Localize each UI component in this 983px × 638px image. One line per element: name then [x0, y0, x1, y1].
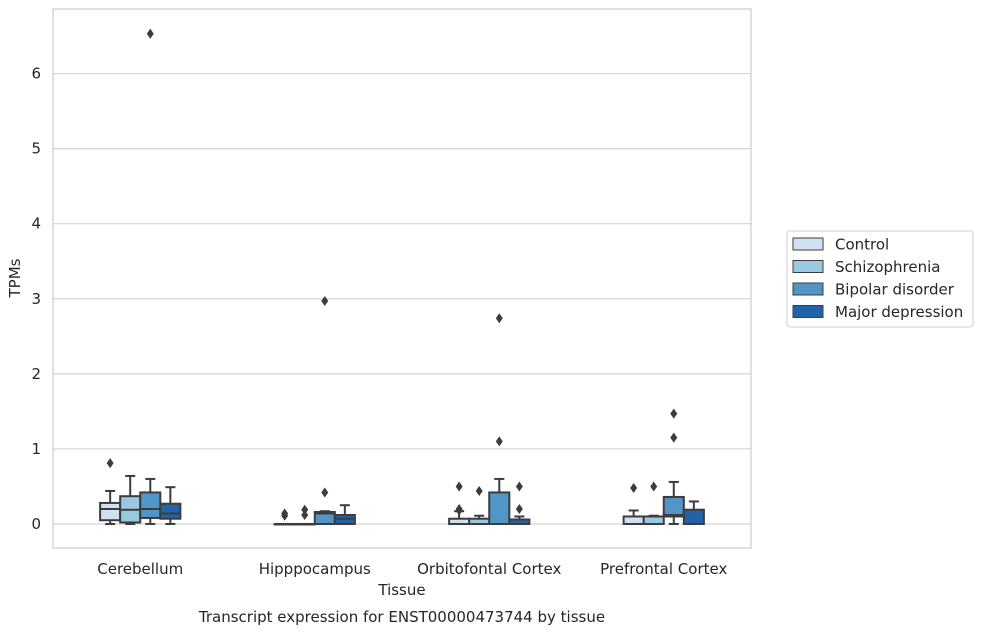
box-3-3: [682, 500, 705, 525]
outlier-point: [670, 408, 678, 419]
box-0-1: [119, 474, 142, 525]
box-3-2: [662, 408, 685, 525]
box-2-0: [448, 481, 471, 525]
y-tick-labels: 0 1 2 3 4 5 6: [31, 65, 41, 533]
outlier-point: [495, 436, 503, 447]
legend-label: Control: [835, 236, 889, 254]
legend-frame: [786, 230, 974, 328]
y-tick-label: 3: [31, 290, 41, 308]
x-tick-label: Prefrontal Cortex: [600, 560, 727, 578]
box-0-3: [159, 486, 182, 525]
box-1-2: [313, 296, 336, 525]
outlier-point: [301, 509, 309, 520]
gridlines: [53, 72, 751, 525]
box-1-0: [273, 508, 296, 526]
box-2-2: [488, 313, 511, 525]
plot-frame: [52, 8, 752, 549]
outlier-point: [301, 504, 309, 515]
outlier-point: [475, 485, 483, 496]
outlier-point: [630, 482, 638, 493]
box-1-1: [293, 504, 316, 526]
legend-swatch: [792, 237, 824, 251]
x-tick-label: Hipppocampus: [259, 560, 371, 578]
box-0-0: [99, 458, 122, 525]
chart-title: Transcript expression for ENST0000047374…: [198, 608, 605, 626]
outlier-point: [495, 313, 503, 324]
legend-label: Schizophrenia: [835, 258, 940, 276]
box-body: [642, 515, 665, 525]
y-tick-label: 2: [31, 365, 41, 383]
y-tick-label: 1: [31, 440, 41, 458]
box-1-3: [333, 504, 356, 525]
x-tick-labels: Cerebellum Hipppocampus Orbitofontal Corte…: [97, 560, 727, 578]
box-series: [99, 28, 705, 526]
outlier-point: [455, 503, 463, 514]
outlier-point: [321, 296, 329, 307]
outlier-point: [515, 481, 523, 492]
outlier-point: [515, 503, 523, 514]
box-3-1: [642, 481, 665, 525]
box-body: [488, 491, 511, 525]
box-body: [99, 501, 122, 522]
legend-label: Major depression: [835, 303, 963, 321]
box-3-0: [622, 482, 645, 525]
outlier-point: [670, 432, 678, 443]
y-tick-label: 4: [31, 215, 41, 233]
box-2-1: [468, 485, 491, 525]
box-body: [682, 508, 705, 525]
box-body: [662, 495, 685, 518]
box-0-2: [139, 28, 162, 525]
y-tick-label: 6: [31, 65, 41, 83]
outlier-point: [281, 508, 289, 519]
outlier-point: [455, 481, 463, 492]
legend-swatch: [792, 282, 824, 296]
y-tick-label: 0: [31, 515, 41, 533]
y-axis-label: TPMs: [6, 258, 24, 298]
x-axis-label: Tissue: [377, 581, 425, 599]
box-2-3: [508, 481, 531, 525]
legend-label: Bipolar disorder: [835, 281, 955, 299]
legend-swatch: [792, 305, 824, 318]
box-body: [139, 491, 162, 519]
x-tick-label: Cerebellum: [97, 560, 183, 578]
box-body: [622, 515, 645, 525]
box-body: [159, 502, 182, 520]
x-tick-label: Orbitofontal Cortex: [417, 560, 561, 578]
outlier-point: [321, 487, 329, 498]
outlier-point: [146, 28, 154, 39]
legend: Control Schizophrenia Bipolar disorder Majo…: [786, 230, 974, 328]
outlier-point: [650, 481, 658, 492]
outlier-point: [106, 458, 114, 469]
y-tick-label: 5: [31, 140, 41, 158]
legend-swatch: [792, 260, 824, 273]
